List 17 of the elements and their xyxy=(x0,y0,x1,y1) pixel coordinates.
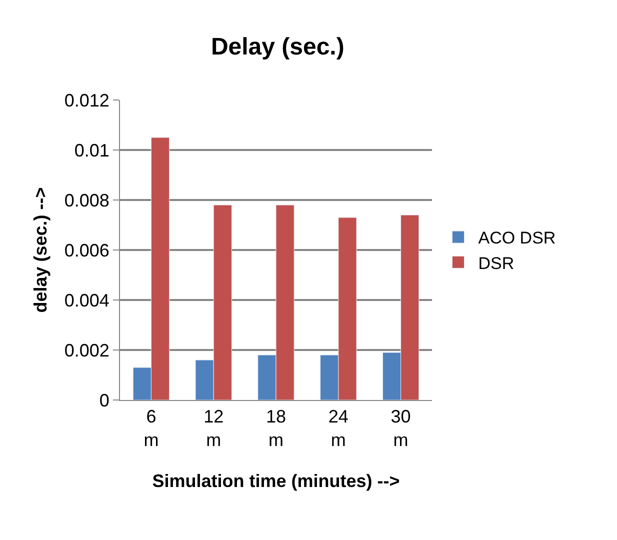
y-tick-label: 0.004 xyxy=(64,290,110,310)
legend-label: ACO DSR xyxy=(478,228,556,248)
x-tick-label: 12 m xyxy=(204,406,224,450)
x-tick-label: 18 m xyxy=(266,406,286,450)
y-tick-label: 0.01 xyxy=(74,140,110,160)
y-tick-label: 0.012 xyxy=(64,90,110,110)
x-tick-label: 24 m xyxy=(328,406,348,450)
legend-label: DSR xyxy=(478,254,514,273)
x-axis-title: Simulation time (minutes) --> xyxy=(152,471,400,492)
y-tick-label: 0.008 xyxy=(64,190,110,210)
x-tick-label: 30 m xyxy=(390,406,411,450)
y-tick-label: 0.002 xyxy=(64,340,110,360)
y-axis-title: delay (sec.) --> xyxy=(30,187,51,313)
x-tick-label: 6 m xyxy=(144,406,159,450)
y-tick-label: 0.006 xyxy=(64,240,110,260)
y-tick-label: 0 xyxy=(99,390,110,410)
chart-title: Delay (sec.) xyxy=(210,34,344,61)
